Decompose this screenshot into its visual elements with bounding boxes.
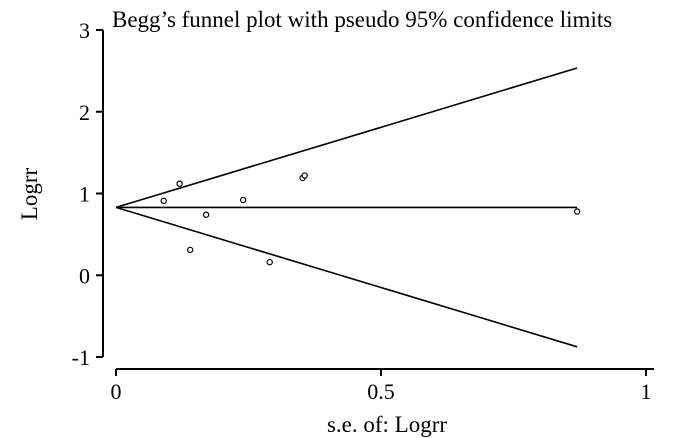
y-axis-label: Logrr	[17, 167, 42, 220]
study-point	[239, 196, 247, 204]
y-tick-label: 2	[79, 100, 90, 125]
y-tick-label: 1	[79, 182, 90, 207]
y-tick-label: 0	[79, 263, 90, 288]
study-point	[186, 246, 194, 254]
y-axis-ticks: 3 2 1 0 -1	[72, 18, 103, 370]
upper-confidence-limit-line	[115, 67, 578, 209]
study-point	[301, 172, 308, 179]
y-tick-label: 3	[79, 18, 90, 43]
x-tick-label: 1	[641, 379, 652, 404]
x-axis-label: s.e. of: Logrr	[327, 412, 447, 437]
study-point	[176, 180, 183, 187]
lower-confidence-limit-line	[115, 206, 578, 348]
study-points	[160, 172, 581, 266]
x-tick-label: 0	[111, 379, 122, 404]
study-point	[160, 197, 167, 205]
x-axis-ticks: 0 0.5 1	[111, 369, 652, 404]
study-point	[202, 211, 210, 218]
chart-title: Begg’s funnel plot with pseudo 95% confi…	[112, 7, 612, 32]
study-point	[573, 208, 581, 215]
y-tick-label: -1	[72, 345, 90, 370]
x-tick-label: 0.5	[367, 379, 395, 404]
study-point	[266, 258, 273, 266]
